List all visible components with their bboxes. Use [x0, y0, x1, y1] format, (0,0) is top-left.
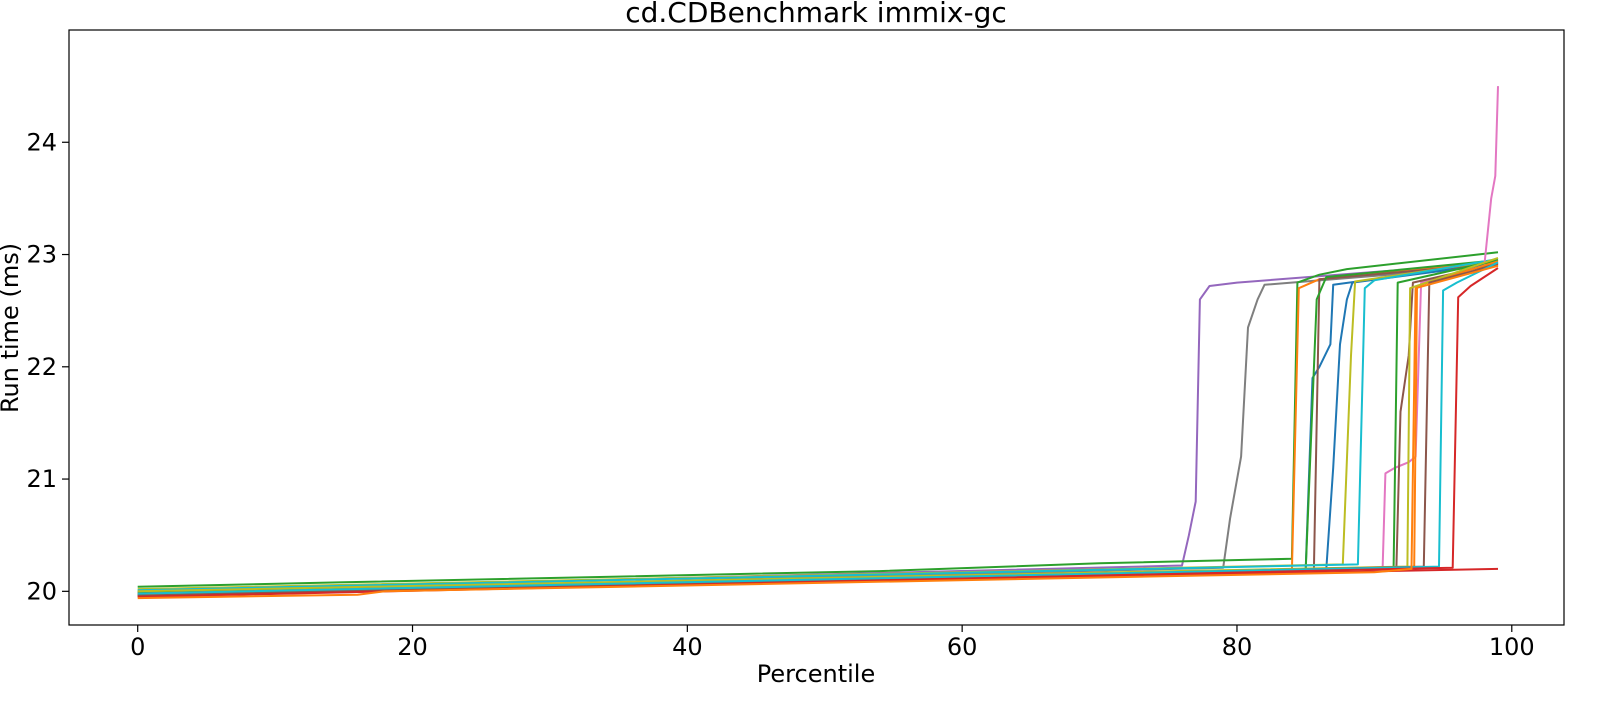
- y-axis: 20 21 22 23 24: [26, 128, 69, 605]
- series-line-3: [137, 251, 1499, 588]
- series-line-18: [137, 261, 1499, 595]
- x-axis: 0 20 40 60 80 100: [130, 625, 1535, 661]
- series-line-19: [137, 267, 1499, 598]
- series-line-16: [137, 256, 1499, 593]
- x-tick-label: 20: [397, 633, 428, 661]
- y-tick-label: 22: [26, 353, 57, 381]
- y-tick-label: 23: [26, 241, 57, 269]
- x-tick-label: 80: [1222, 633, 1253, 661]
- plot-frame: [68, 29, 1565, 626]
- x-axis-label: Percentile: [757, 660, 875, 688]
- x-tick-label: 60: [947, 633, 978, 661]
- x-tick-label: 40: [672, 633, 703, 661]
- series-line-20: [137, 264, 1499, 600]
- x-tick-label: 100: [1489, 633, 1535, 661]
- chart-title: cd.CDBenchmark immix-gc: [625, 0, 1007, 29]
- y-tick-label: 24: [26, 128, 57, 156]
- series-line-11: [137, 258, 1499, 592]
- y-axis-label: Run time (ms): [0, 243, 24, 413]
- y-tick-label: 21: [26, 465, 57, 493]
- y-tick-label: 20: [26, 577, 57, 605]
- plot-area: [137, 86, 1499, 600]
- x-tick-label: 0: [130, 633, 145, 661]
